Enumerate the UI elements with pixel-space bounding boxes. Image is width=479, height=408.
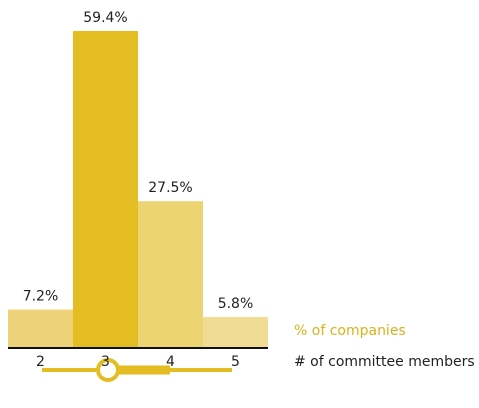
value-label: 5.8% bbox=[218, 296, 254, 312]
bar bbox=[138, 201, 203, 348]
x-tick-label: 3 bbox=[101, 354, 110, 370]
bar bbox=[73, 31, 138, 348]
y-axis-label: % of companies bbox=[294, 323, 406, 339]
value-label: 27.5% bbox=[148, 180, 192, 196]
x-tick-label: 5 bbox=[231, 354, 240, 370]
value-label: 59.4% bbox=[83, 10, 127, 26]
x-axis-label: # of committee members bbox=[294, 354, 475, 370]
x-tick-label: 4 bbox=[166, 354, 175, 370]
bar bbox=[203, 317, 268, 348]
bar bbox=[8, 309, 73, 348]
slider-handle[interactable] bbox=[96, 358, 120, 382]
slider[interactable] bbox=[42, 358, 232, 382]
value-label: 7.2% bbox=[23, 289, 59, 305]
x-tick-label: 2 bbox=[36, 354, 45, 370]
